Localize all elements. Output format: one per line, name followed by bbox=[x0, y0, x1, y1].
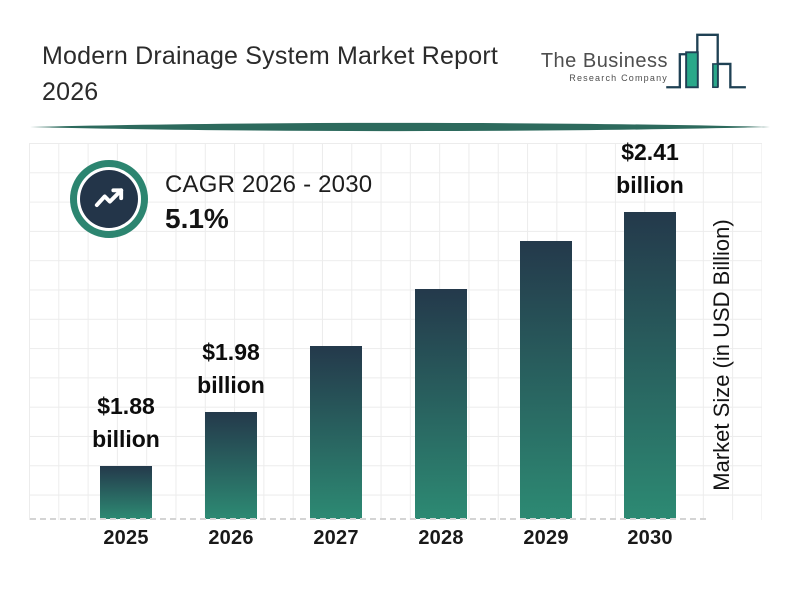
cagr-badge bbox=[70, 160, 148, 238]
company-subname: Research Company bbox=[569, 73, 668, 83]
company-logo-text: The Business Research Company bbox=[540, 50, 668, 83]
company-name: The Business bbox=[540, 50, 668, 72]
cagr-badge-inner-circle bbox=[80, 170, 138, 228]
page-title-line1: Modern Drainage System Market Report bbox=[42, 42, 498, 70]
x-axis-baseline bbox=[30, 518, 706, 520]
company-logo-icon bbox=[666, 33, 746, 89]
bar-2028 bbox=[415, 289, 467, 519]
bar-2029 bbox=[520, 241, 572, 519]
x-axis-tick-2029: 2029 bbox=[523, 527, 569, 549]
page-title: Modern Drainage System Market Report 202… bbox=[42, 38, 562, 110]
cagr-value: 5.1% bbox=[165, 203, 229, 234]
page-title-line2: 2026 bbox=[42, 78, 99, 106]
x-axis-tick-2028: 2028 bbox=[418, 527, 464, 549]
trending-up-arrow-icon bbox=[94, 188, 124, 208]
x-axis-tick-2027: 2027 bbox=[313, 527, 359, 549]
bar-2027 bbox=[310, 346, 362, 519]
header-divider bbox=[30, 122, 770, 132]
bar-value-label-2030: $2.41 billion bbox=[616, 139, 684, 198]
bar-2026 bbox=[205, 412, 257, 519]
bar-value-label-2025: $1.88 billion bbox=[92, 393, 160, 452]
bar-2030 bbox=[624, 212, 676, 519]
x-axis-tick-2026: 2026 bbox=[208, 527, 254, 549]
bar-2025 bbox=[100, 466, 152, 519]
bar-value-label-2026: $1.98 billion bbox=[197, 339, 265, 398]
cagr-period-label: CAGR 2026 - 2030 bbox=[165, 171, 373, 198]
y-axis-label: Market Size (in USD Billion) bbox=[709, 219, 734, 491]
x-axis-tick-2030: 2030 bbox=[627, 527, 673, 549]
x-axis-tick-2025: 2025 bbox=[103, 527, 149, 549]
